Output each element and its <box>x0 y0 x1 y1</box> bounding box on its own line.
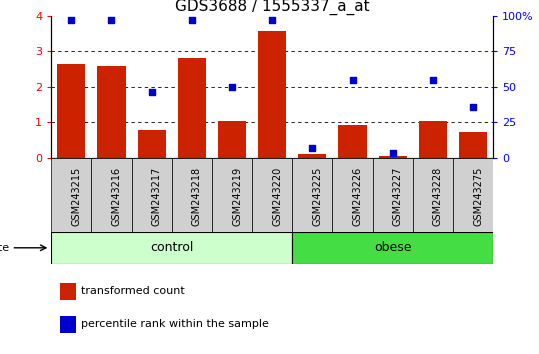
Bar <box>137 130 165 158</box>
Text: GSM243226: GSM243226 <box>353 166 363 226</box>
Bar <box>51 232 292 264</box>
Bar <box>218 121 246 158</box>
Point <box>227 84 236 90</box>
Text: GSM243220: GSM243220 <box>272 166 282 226</box>
Point <box>429 77 437 82</box>
Text: GSM243225: GSM243225 <box>313 166 322 226</box>
Bar <box>178 58 206 158</box>
Text: GSM243215: GSM243215 <box>71 166 81 226</box>
Bar <box>252 158 292 232</box>
Bar <box>372 158 413 232</box>
Bar <box>298 154 327 158</box>
Bar <box>453 158 493 232</box>
Text: GSM243219: GSM243219 <box>232 166 242 225</box>
Text: GSM243217: GSM243217 <box>151 166 162 226</box>
Text: GSM243227: GSM243227 <box>393 166 403 226</box>
Point <box>268 17 277 23</box>
Bar <box>413 158 453 232</box>
Text: GSM243216: GSM243216 <box>112 166 121 225</box>
Text: GSM243275: GSM243275 <box>473 166 483 226</box>
Bar <box>172 158 212 232</box>
Bar <box>379 156 407 158</box>
Point <box>67 17 75 23</box>
Text: control: control <box>150 241 194 254</box>
Bar <box>338 125 367 158</box>
Bar <box>212 158 252 232</box>
Point <box>348 77 357 82</box>
Bar <box>419 121 447 158</box>
Title: GDS3688 / 1555337_a_at: GDS3688 / 1555337_a_at <box>175 0 370 15</box>
Bar <box>51 158 92 232</box>
Point <box>469 104 478 109</box>
Bar <box>132 158 172 232</box>
Text: percentile rank within the sample: percentile rank within the sample <box>81 319 269 329</box>
Bar <box>98 66 126 158</box>
Bar <box>92 158 132 232</box>
Bar <box>292 158 333 232</box>
Point <box>147 90 156 95</box>
Bar <box>60 283 75 300</box>
Bar <box>459 132 487 158</box>
Point <box>188 17 196 23</box>
Point <box>389 150 397 156</box>
Bar <box>60 316 75 333</box>
Point <box>308 145 317 150</box>
Bar <box>258 31 286 158</box>
Bar <box>57 64 85 158</box>
Text: GSM243228: GSM243228 <box>433 166 443 226</box>
Bar <box>333 158 372 232</box>
Bar <box>292 232 493 264</box>
Text: GSM243218: GSM243218 <box>192 166 202 225</box>
Text: disease state: disease state <box>0 243 9 253</box>
Point <box>107 17 116 23</box>
Text: obese: obese <box>374 241 411 254</box>
Text: transformed count: transformed count <box>81 286 185 296</box>
